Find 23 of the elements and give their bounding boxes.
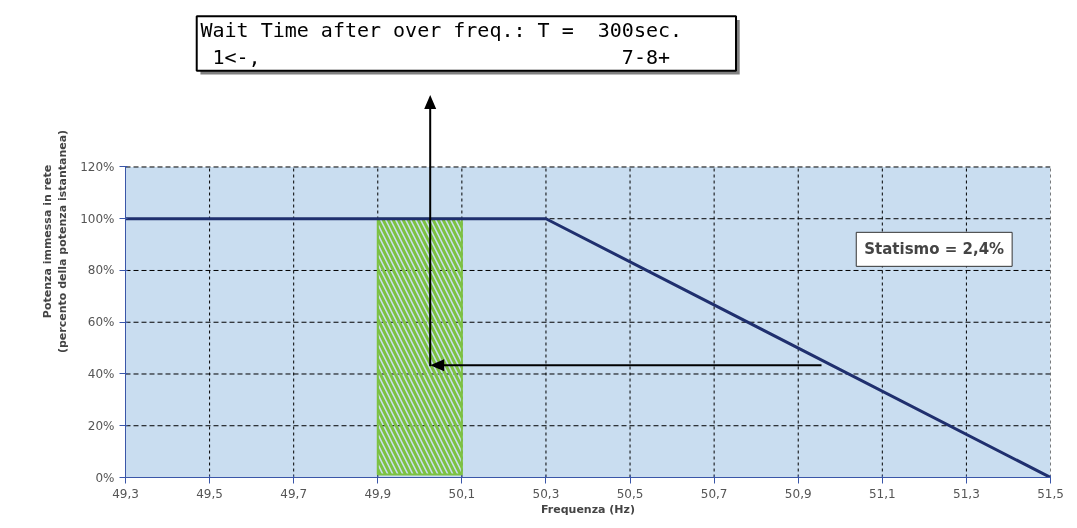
- x-tick-label: 49,9: [364, 486, 392, 501]
- y-tick-label: 20%: [87, 418, 115, 433]
- x-tick-label: 51,5: [1037, 486, 1064, 501]
- y-axis-title: Potenza immessa in rete (percento della potenza istantanea): [40, 129, 70, 354]
- x-tick-label: 50,3: [532, 486, 560, 501]
- x-tick-label: 50,7: [700, 486, 728, 501]
- x-tick-label: 50,5: [616, 486, 644, 501]
- x-tick-label: 51,3: [953, 486, 980, 501]
- x-tick-label: 49,7: [280, 486, 308, 501]
- x-tick-label: 50,9: [784, 486, 812, 501]
- y-tick-label: 120%: [80, 159, 115, 174]
- annotation: Statismo = 2,4%: [864, 240, 1005, 259]
- y-tick-label: 0%: [95, 470, 115, 485]
- y-tick-label: 80%: [87, 263, 115, 278]
- x-axis-title: Frequenza (Hz): [540, 502, 636, 516]
- text: Wait Time after over freq.: T = 300sec. 1<-, 7-8+: [200, 18, 683, 69]
- x-tick-label: 51,1: [868, 486, 896, 501]
- y-tick-label: 100%: [80, 211, 115, 226]
- y-tick-label: 40%: [87, 366, 115, 381]
- x-tick-label: 49,5: [196, 486, 223, 501]
- x-tick-label: 49,3: [112, 486, 139, 501]
- y-tick-label: 60%: [87, 315, 115, 330]
- x-tick-label: 50,1: [448, 486, 476, 501]
